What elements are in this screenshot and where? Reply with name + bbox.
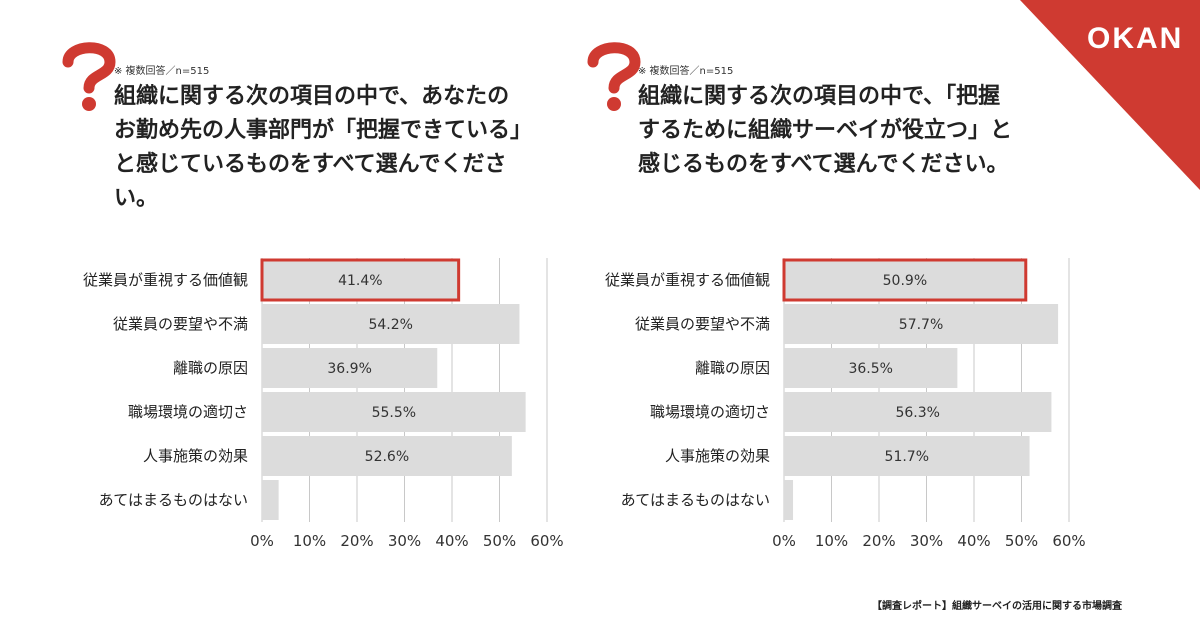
right-bar-chart: 0% 10% 20% 30% 40% 50% 60% 従業員が重視する価値観 50.9% 従業員の…: [605, 258, 1086, 550]
right-note: ※ 複数回答／n=515: [638, 66, 734, 77]
x-tick-label: 30%: [388, 532, 421, 550]
data-label: 50.9%: [883, 273, 927, 289]
x-tick-label: 0%: [250, 532, 274, 550]
data-label: 41.4%: [338, 273, 382, 289]
data-label: 51.7%: [885, 449, 929, 465]
bar: [784, 392, 1052, 432]
question-mark-icon: [587, 42, 641, 111]
bar: [782, 258, 1028, 302]
data-label: 36.9%: [327, 361, 371, 377]
x-tick-label: 50%: [1005, 532, 1038, 550]
bar: [784, 304, 1059, 344]
right-question-line: 組織に関する次の項目の中で、「把握: [638, 84, 1001, 109]
left-question-line: と感じているものをすべて選んでくださ: [114, 152, 507, 177]
right-question-line: するために組織サーベイが役立つ」と: [638, 118, 1013, 143]
category-label: あてはまるものはない: [99, 491, 248, 509]
x-tick-label: 50%: [483, 532, 516, 550]
right-question-line: 感じるものをすべて選んでください。: [638, 152, 1009, 177]
left-question: 組織に関する次の項目の中で、あなたの お勤め先の人事部門が「把握できている」 と…: [114, 80, 532, 216]
x-tick-label: 10%: [293, 532, 326, 550]
bar: [784, 480, 794, 520]
x-tick-label: 60%: [1052, 532, 1085, 550]
data-label: 55.5%: [372, 405, 416, 421]
left-question-line: い。: [114, 186, 159, 211]
category-label: 人事施策の効果: [143, 447, 248, 465]
category-label: 人事施策の効果: [665, 447, 770, 465]
category-label: 従業員が重視する価値観: [83, 271, 248, 289]
x-tick-label: 60%: [530, 532, 563, 550]
bar: [262, 304, 520, 344]
bar: [262, 392, 526, 432]
left-bar-chart: 0% 10% 20% 30% 40% 50% 60% 従業員が重視する価値観 41.4% 従業員の…: [83, 258, 564, 550]
x-tick-label: 0%: [772, 532, 796, 550]
corner-accent: [1020, 0, 1200, 190]
category-label: 職場環境の適切さ: [128, 403, 248, 421]
left-question-line: お勤め先の人事部門が「把握できている」: [114, 118, 533, 143]
bar: [784, 348, 958, 388]
bar: [262, 436, 512, 476]
x-tick-label: 10%: [815, 532, 848, 550]
x-tick-label: 30%: [910, 532, 943, 550]
category-label: 従業員の要望や不満: [113, 315, 248, 333]
question-mark-icon: [62, 42, 116, 111]
x-tick-label: 20%: [340, 532, 373, 550]
category-label: 従業員の要望や不満: [635, 315, 770, 333]
bar: [262, 348, 438, 388]
x-tick-label: 20%: [862, 532, 895, 550]
okan-logo: OKAN: [1087, 22, 1184, 55]
data-label: 57.7%: [899, 317, 943, 333]
category-label: 職場環境の適切さ: [650, 403, 770, 421]
category-label: 従業員が重視する価値観: [605, 271, 770, 289]
data-label: 52.6%: [365, 449, 409, 465]
right-question: 組織に関する次の項目の中で、「把握 するために組織サーベイが役立つ」と 感じるも…: [638, 80, 1012, 182]
data-label: 36.5%: [848, 361, 892, 377]
x-tick-label: 40%: [435, 532, 468, 550]
bar: [260, 258, 461, 302]
data-label: 54.2%: [368, 317, 412, 333]
category-label: あてはまるものはない: [621, 491, 770, 509]
source-footer: 【調査レポート】組織サーベイの活用に関する市場調査: [872, 601, 1122, 612]
x-tick-label: 40%: [957, 532, 990, 550]
data-label: 56.3%: [895, 405, 939, 421]
bar: [262, 480, 279, 520]
category-label: 離職の原因: [695, 359, 770, 377]
category-label: 離職の原因: [173, 359, 248, 377]
bar: [784, 436, 1030, 476]
left-note: ※ 複数回答／n=515: [114, 66, 210, 77]
left-question-line: 組織に関する次の項目の中で、あなたの: [114, 84, 510, 109]
